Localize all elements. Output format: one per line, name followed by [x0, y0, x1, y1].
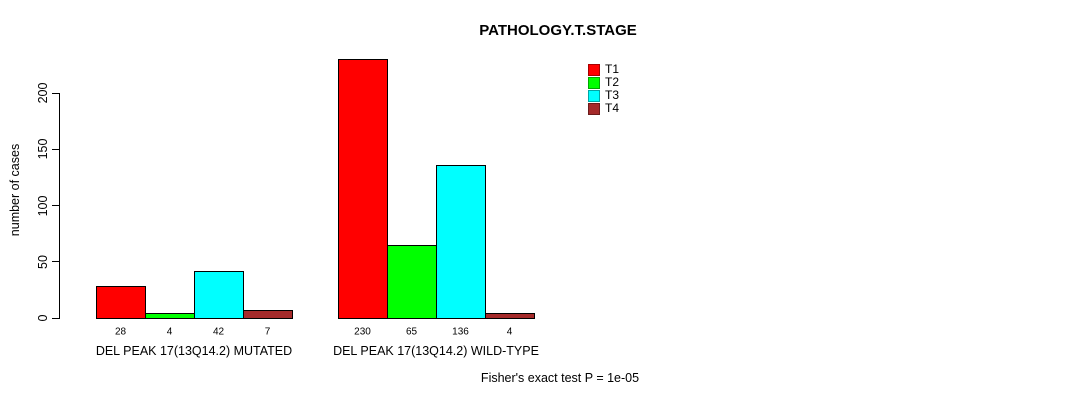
bar: [194, 271, 244, 319]
y-tick: [52, 261, 59, 263]
legend-swatch: [588, 89, 600, 102]
bar: [387, 245, 437, 319]
legend-item: T1: [588, 63, 619, 76]
legend-item: T4: [588, 102, 619, 115]
group-label: DEL PEAK 17(13Q14.2) WILD-TYPE: [333, 344, 539, 358]
legend-label: T3: [605, 88, 620, 102]
legend-item: T3: [588, 89, 619, 102]
legend-label: T4: [605, 101, 620, 115]
y-tick: [52, 205, 59, 206]
legend-item: T2: [588, 76, 619, 89]
bar: [436, 165, 486, 319]
y-tick: [52, 92, 59, 94]
y-tick-label: 150: [36, 138, 50, 160]
bar-value-label: 28: [114, 326, 127, 338]
chart-title: PATHOLOGY.T.STAGE: [479, 22, 637, 39]
bar: [485, 313, 535, 319]
legend-swatch: [588, 76, 600, 89]
bar-value-label: 4: [506, 326, 513, 338]
legend: T1 T2 T3 T4: [588, 63, 619, 115]
bar-value-label: 4: [166, 326, 173, 338]
legend-label: T2: [605, 75, 620, 89]
bar: [96, 286, 146, 319]
y-axis-label: number of cases: [8, 143, 22, 237]
y-tick: [52, 317, 59, 319]
y-tick-label: 0: [36, 314, 50, 322]
y-tick: [52, 148, 59, 150]
y-tick-label: 100: [36, 195, 50, 216]
legend-swatch: [588, 102, 600, 115]
y-tick-label: 200: [36, 82, 50, 104]
group-label: DEL PEAK 17(13Q14.2) MUTATED: [95, 344, 293, 358]
annotation-text: Fisher's exact test P = 1e-05: [480, 371, 640, 385]
legend-label: T1: [605, 62, 620, 76]
bar-value-label: 136: [452, 326, 469, 338]
y-tick-label: 50: [36, 254, 50, 269]
bar: [243, 310, 293, 319]
y-axis-line: [59, 93, 60, 319]
bar: [338, 59, 388, 319]
bar-value-label: 7: [264, 326, 271, 338]
bar-value-label: 65: [405, 326, 418, 338]
bar-value-label: 42: [212, 326, 225, 338]
legend-swatch: [588, 63, 600, 76]
bar: [145, 313, 195, 319]
bar-value-label: 230: [354, 326, 371, 338]
